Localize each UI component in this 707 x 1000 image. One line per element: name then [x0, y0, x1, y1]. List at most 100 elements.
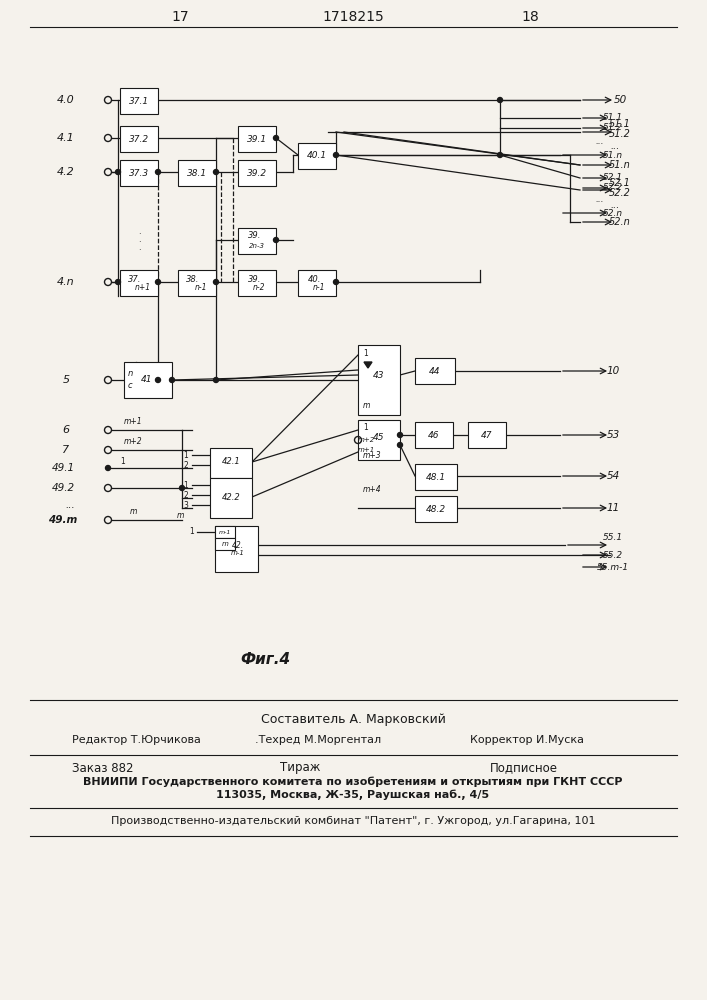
Bar: [178, 160, 216, 186]
Text: 39.: 39.: [248, 274, 262, 284]
Text: 1: 1: [363, 424, 368, 432]
Text: 51.n: 51.n: [603, 150, 623, 159]
Bar: [120, 88, 158, 114]
Circle shape: [105, 466, 110, 471]
Circle shape: [498, 98, 503, 103]
Text: 52.2: 52.2: [609, 188, 631, 198]
Text: 40.: 40.: [308, 274, 322, 284]
Text: 54: 54: [607, 471, 619, 481]
Bar: [215, 526, 258, 572]
Text: 46: 46: [428, 430, 440, 440]
Circle shape: [274, 135, 279, 140]
Text: 52.n: 52.n: [609, 217, 631, 227]
Circle shape: [397, 442, 402, 448]
Text: 38.: 38.: [187, 274, 199, 284]
Text: 1: 1: [184, 450, 188, 460]
Bar: [210, 478, 252, 518]
Text: .: .: [138, 228, 140, 236]
Text: 11: 11: [607, 503, 619, 513]
Text: 39.2: 39.2: [247, 168, 267, 178]
Text: 1718215: 1718215: [322, 10, 384, 24]
Text: 47: 47: [481, 430, 493, 440]
Text: ...: ...: [596, 137, 604, 146]
Text: Производственно-издательский комбинат "Патент", г. Ужгород, ул.Гагарина, 101: Производственно-издательский комбинат "П…: [111, 816, 595, 826]
Circle shape: [156, 377, 160, 382]
Text: 51.2: 51.2: [603, 123, 623, 132]
Text: 37.3: 37.3: [129, 168, 149, 178]
Bar: [298, 270, 336, 296]
Text: n-1: n-1: [312, 282, 325, 292]
Text: 49.2: 49.2: [52, 483, 74, 493]
Text: Корректор И.Муска: Корректор И.Муска: [470, 735, 584, 745]
Circle shape: [397, 432, 402, 438]
Circle shape: [156, 169, 160, 174]
Bar: [415, 358, 455, 384]
Bar: [215, 526, 235, 538]
Text: 52.n: 52.n: [603, 209, 623, 218]
Bar: [238, 126, 276, 152]
Text: 2: 2: [184, 490, 188, 499]
Text: 7: 7: [62, 445, 69, 455]
Text: 48.1: 48.1: [426, 473, 446, 482]
Text: m+3: m+3: [363, 452, 381, 460]
Circle shape: [214, 169, 218, 174]
Bar: [415, 464, 457, 490]
Bar: [298, 143, 336, 169]
Text: 55.1: 55.1: [603, 532, 623, 542]
Text: 42.1: 42.1: [221, 458, 240, 466]
Text: n: n: [127, 369, 133, 378]
Text: 10: 10: [607, 366, 619, 376]
Bar: [210, 448, 252, 478]
Text: m+2: m+2: [124, 438, 142, 446]
Circle shape: [115, 279, 120, 284]
Bar: [178, 270, 216, 296]
Text: 1: 1: [363, 349, 368, 358]
Text: .: .: [138, 243, 140, 252]
Text: 1: 1: [121, 456, 125, 466]
Text: 5: 5: [62, 375, 69, 385]
Text: ...: ...: [596, 196, 604, 205]
Circle shape: [334, 152, 339, 157]
Circle shape: [180, 486, 185, 490]
Text: Составитель А. Марковский: Составитель А. Марковский: [261, 714, 445, 726]
Text: Подписное: Подписное: [490, 762, 558, 774]
Text: 2n-3: 2n-3: [249, 243, 265, 249]
Text: 45: 45: [373, 434, 385, 442]
Text: .: .: [138, 235, 140, 244]
Circle shape: [498, 152, 503, 157]
Text: Редактор Т.Юрчикова: Редактор Т.Юрчикова: [72, 735, 201, 745]
Text: m: m: [221, 541, 228, 547]
Text: 49.m: 49.m: [48, 515, 78, 525]
Text: m+2: m+2: [357, 437, 375, 443]
Bar: [124, 362, 172, 398]
Text: 49.1: 49.1: [52, 463, 74, 473]
Text: 43: 43: [373, 370, 385, 379]
Text: 53: 53: [607, 430, 619, 440]
Text: 6: 6: [62, 425, 69, 435]
Text: 4.2: 4.2: [57, 167, 75, 177]
Text: 18: 18: [521, 10, 539, 24]
Text: m+1: m+1: [357, 447, 375, 453]
Text: 51.1: 51.1: [603, 113, 623, 122]
Text: 48.2: 48.2: [426, 504, 446, 514]
Text: 50: 50: [614, 95, 626, 105]
Text: m+1: m+1: [124, 418, 142, 426]
Text: Заказ 882: Заказ 882: [72, 762, 134, 774]
Text: Тираж: Тираж: [280, 762, 320, 774]
Text: 38.1: 38.1: [187, 168, 207, 178]
Text: n-1: n-1: [194, 282, 207, 292]
Text: m+4: m+4: [363, 486, 381, 494]
Text: ВНИИПИ Государственного комитета по изобретениям и открытиям при ГКНТ СССР: ВНИИПИ Государственного комитета по изоб…: [83, 777, 623, 787]
Circle shape: [214, 377, 218, 382]
Text: 37.: 37.: [128, 274, 141, 284]
Text: 52.2: 52.2: [603, 184, 623, 192]
Text: 52.1: 52.1: [609, 178, 631, 188]
Text: 41: 41: [141, 375, 153, 384]
Text: ...: ...: [610, 141, 620, 151]
Text: m: m: [362, 400, 370, 410]
Text: 42.2: 42.2: [221, 492, 240, 502]
Text: 55.m-1: 55.m-1: [597, 562, 629, 572]
Bar: [415, 496, 457, 522]
Text: 44: 44: [429, 366, 440, 375]
Text: m: m: [176, 510, 184, 520]
